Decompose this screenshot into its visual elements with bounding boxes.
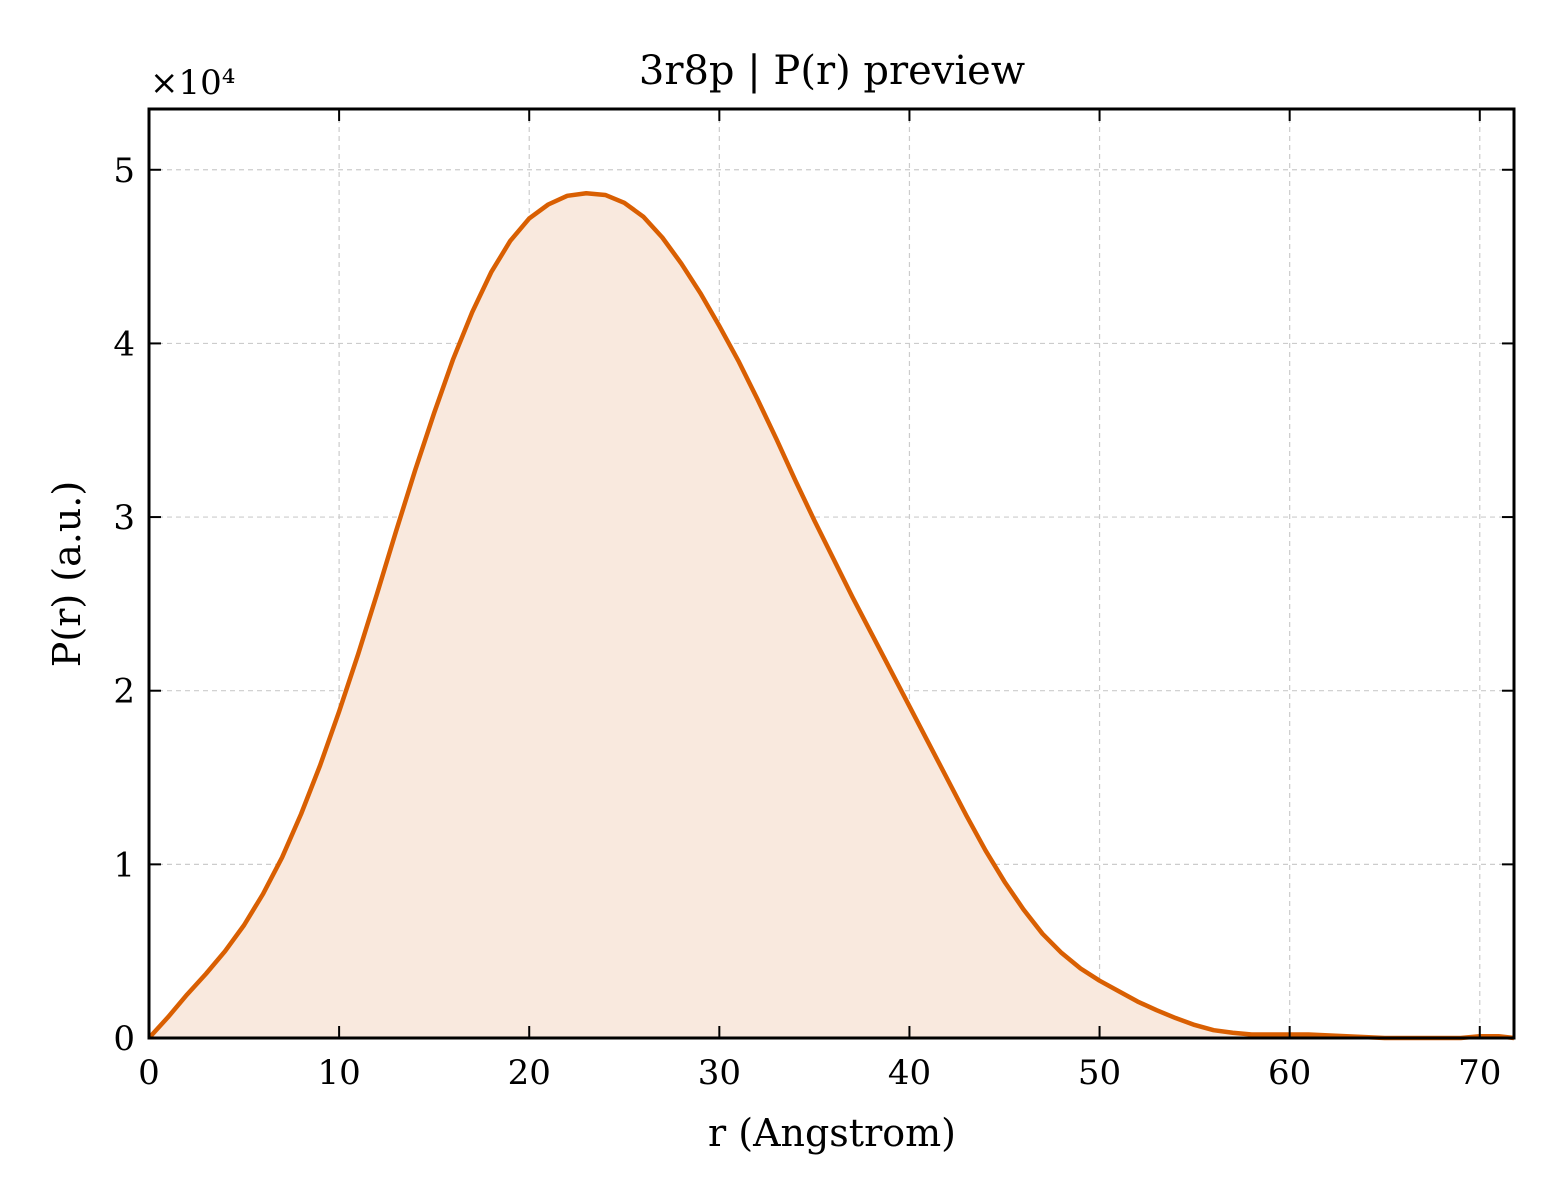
y-tick-label: 3 (113, 498, 135, 538)
x-tick-label: 60 (1268, 1053, 1311, 1093)
x-tick-label: 0 (138, 1053, 160, 1093)
ticks: 0 10 20 30 40 50 60 70 0 1 2 3 4 5 (113, 109, 1514, 1093)
chart-title: 3r8p | P(r) preview (639, 48, 1025, 94)
x-tick-label: 30 (698, 1053, 741, 1093)
x-tick-label: 50 (1078, 1053, 1121, 1093)
x-tick-label: 70 (1458, 1053, 1501, 1093)
y-tick-label: 0 (113, 1019, 135, 1059)
y-tick-label: 5 (113, 151, 135, 191)
x-axis-label: r (Angstrom) (708, 1111, 956, 1155)
y-tick-label: 2 (113, 672, 135, 712)
y-axis-label: P(r) (a.u.) (45, 481, 89, 667)
x-tick-label: 10 (317, 1053, 360, 1093)
area-fill (149, 193, 1514, 1039)
x-tick-label: 40 (888, 1053, 931, 1093)
y-multiplier-label: ×10⁴ (150, 63, 235, 103)
y-tick-label: 4 (113, 324, 135, 364)
x-tick-label: 20 (508, 1053, 551, 1093)
plot-frame (147, 107, 1516, 1040)
y-tick-label: 1 (113, 845, 135, 885)
